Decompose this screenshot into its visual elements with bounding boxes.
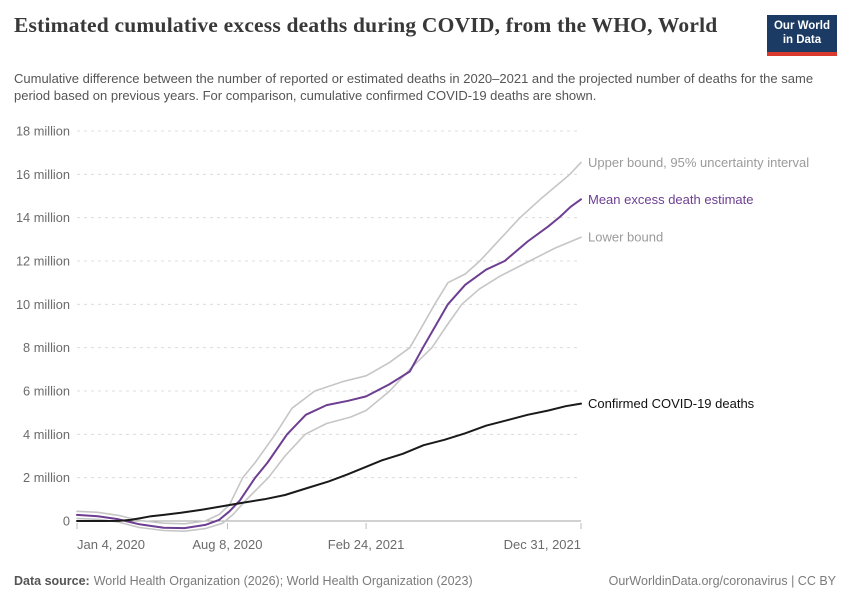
credit-link[interactable]: OurWorldinData.org/coronavirus | CC BY <box>608 574 836 588</box>
y-tick-label-16: 16 million <box>16 167 70 182</box>
y-tick-label-2: 2 million <box>23 470 70 485</box>
data-source: Data source: World Health Organization (… <box>14 574 473 588</box>
data-source-text: World Health Organization (2026); World … <box>93 574 473 588</box>
y-tick-label-0: 0 <box>63 514 70 529</box>
x-tick-label-aug-8-2020: Aug 8, 2020 <box>192 537 262 552</box>
owid-logo[interactable]: Our World in Data <box>766 15 837 56</box>
chart-title: Estimated cumulative excess deaths durin… <box>14 13 718 37</box>
x-tick-label-feb-24-2021: Feb 24, 2021 <box>328 537 405 552</box>
y-tick-label-10: 10 million <box>16 297 70 312</box>
series-end-label-confirmed-covid-19-deaths: Confirmed COVID-19 deaths <box>588 396 755 411</box>
series-line-confirmed-covid-19-deaths <box>76 402 582 522</box>
chart-subtitle: Cumulative difference between the number… <box>14 71 814 104</box>
chart-footer: Data source: World Health Organization (… <box>14 574 836 588</box>
y-tick-label-4: 4 million <box>23 427 70 442</box>
y-tick-label-18: 18 million <box>16 124 70 139</box>
series-end-label-upper-bound-95-uncertainty-interval: Upper bound, 95% uncertainty interval <box>588 155 809 170</box>
owid-logo-line1: Our World <box>773 20 830 32</box>
y-tick-label-12: 12 million <box>16 254 70 269</box>
x-tick-label-dec-31-2021: Dec 31, 2021 <box>504 537 581 552</box>
series-line-lower-bound <box>76 236 582 533</box>
x-tick-label-jan-4-2020: Jan 4, 2020 <box>77 537 145 552</box>
data-source-label: Data source: <box>14 574 90 588</box>
series-line-upper-bound-95-uncertainty-interval <box>76 161 582 525</box>
y-tick-label-8: 8 million <box>23 340 70 355</box>
y-tick-label-14: 14 million <box>16 210 70 225</box>
series-end-label-mean-excess-death-estimate: Mean excess death estimate <box>588 192 753 207</box>
series-end-label-lower-bound: Lower bound <box>588 230 663 245</box>
series-line-mean-excess-death-estimate <box>76 198 582 530</box>
owid-logo-line2: in Data <box>782 33 822 46</box>
y-tick-label-6: 6 million <box>23 384 70 399</box>
